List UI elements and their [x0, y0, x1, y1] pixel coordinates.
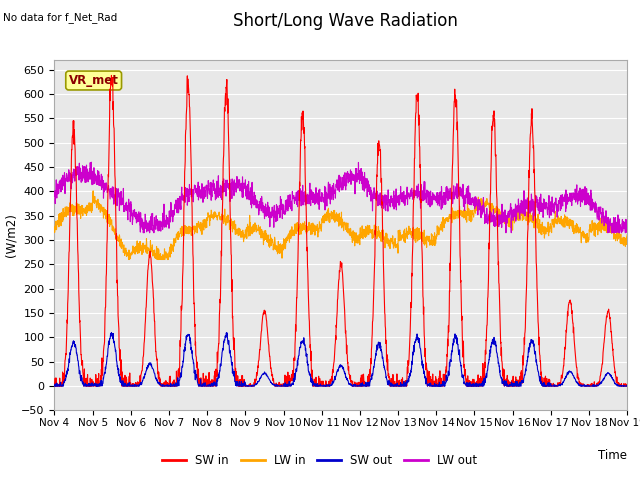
Legend: SW in, LW in, SW out, LW out: SW in, LW in, SW out, LW out — [157, 449, 483, 472]
Text: Short/Long Wave Radiation: Short/Long Wave Radiation — [233, 12, 458, 30]
Y-axis label: (W/m2): (W/m2) — [4, 213, 17, 257]
Text: No data for f_Net_Rad: No data for f_Net_Rad — [3, 12, 118, 23]
Text: Time: Time — [598, 449, 627, 462]
Text: VR_met: VR_met — [68, 74, 118, 87]
